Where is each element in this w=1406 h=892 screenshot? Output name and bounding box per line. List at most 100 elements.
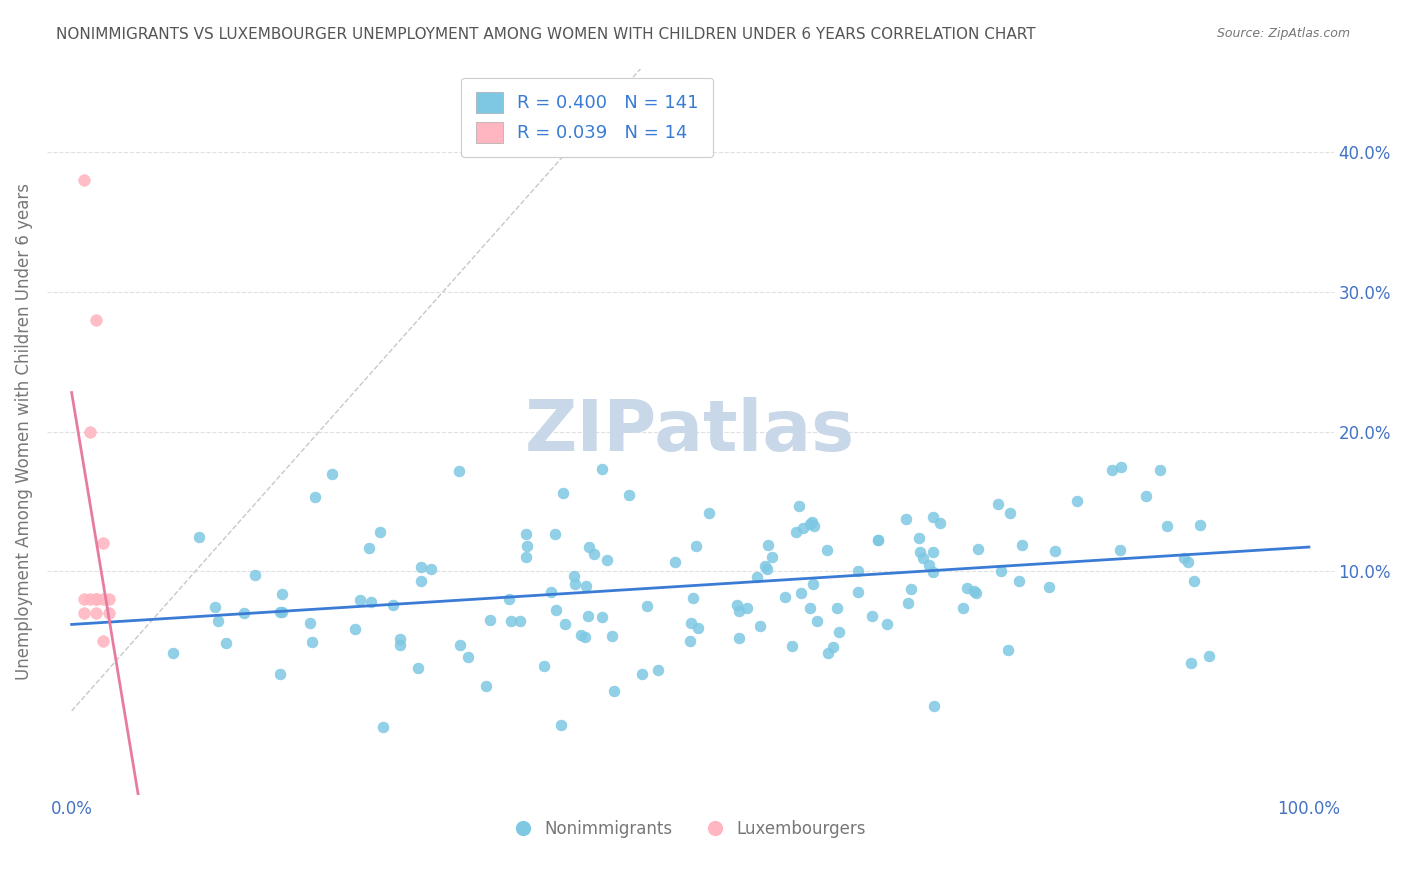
Point bbox=[911, 551, 934, 566]
Point bbox=[754, 559, 776, 574]
Point bbox=[498, 592, 520, 607]
Point bbox=[1008, 574, 1031, 588]
Point bbox=[591, 610, 613, 624]
Point bbox=[749, 619, 772, 633]
Point bbox=[299, 615, 322, 630]
Point bbox=[321, 467, 343, 482]
Point bbox=[965, 586, 987, 600]
Point bbox=[457, 649, 479, 664]
Point bbox=[602, 684, 624, 698]
Point bbox=[908, 531, 931, 545]
Point bbox=[876, 617, 898, 632]
Point bbox=[728, 631, 751, 645]
Text: ZIPatlas: ZIPatlas bbox=[526, 397, 855, 467]
Point bbox=[86, 606, 108, 620]
Point bbox=[540, 585, 562, 599]
Point bbox=[349, 593, 371, 607]
Point bbox=[828, 625, 851, 640]
Point bbox=[682, 591, 704, 606]
Point bbox=[207, 615, 229, 629]
Point bbox=[1173, 550, 1195, 565]
Point bbox=[894, 512, 917, 526]
Point bbox=[921, 565, 943, 579]
Point bbox=[1135, 489, 1157, 503]
Point bbox=[368, 524, 391, 539]
Point bbox=[1149, 462, 1171, 476]
Point bbox=[371, 719, 394, 733]
Point bbox=[411, 574, 433, 589]
Point bbox=[576, 609, 599, 624]
Point bbox=[725, 598, 748, 612]
Point bbox=[1066, 493, 1088, 508]
Point bbox=[697, 507, 720, 521]
Point bbox=[846, 585, 869, 599]
Point bbox=[817, 646, 839, 660]
Point bbox=[1189, 518, 1212, 533]
Point bbox=[756, 538, 779, 552]
Point bbox=[269, 605, 291, 619]
Point bbox=[780, 640, 803, 654]
Point bbox=[801, 576, 824, 591]
Point bbox=[962, 583, 984, 598]
Point bbox=[998, 506, 1021, 520]
Point bbox=[411, 559, 433, 574]
Point bbox=[966, 542, 988, 557]
Point bbox=[803, 519, 825, 533]
Point bbox=[1198, 648, 1220, 663]
Point bbox=[806, 615, 828, 629]
Point bbox=[591, 462, 613, 476]
Point bbox=[868, 533, 890, 548]
Point bbox=[900, 582, 922, 596]
Point bbox=[1109, 543, 1132, 558]
Point bbox=[800, 516, 823, 530]
Point bbox=[97, 592, 120, 607]
Point bbox=[91, 634, 114, 648]
Point bbox=[271, 605, 294, 619]
Point bbox=[1038, 580, 1060, 594]
Point bbox=[215, 636, 238, 650]
Point bbox=[449, 639, 471, 653]
Y-axis label: Unemployment Among Women with Children Under 6 years: Unemployment Among Women with Children U… bbox=[15, 183, 32, 680]
Point bbox=[952, 601, 974, 615]
Point bbox=[990, 564, 1012, 578]
Legend: Nonimmigrants, Luxembourgers: Nonimmigrants, Luxembourgers bbox=[508, 814, 872, 845]
Point bbox=[578, 540, 600, 554]
Point bbox=[515, 526, 537, 541]
Point bbox=[955, 581, 977, 595]
Point bbox=[79, 425, 101, 439]
Point bbox=[550, 718, 572, 732]
Point bbox=[787, 500, 810, 514]
Point bbox=[866, 533, 889, 548]
Point bbox=[922, 699, 945, 714]
Point bbox=[1182, 574, 1205, 588]
Point bbox=[419, 562, 441, 576]
Point bbox=[636, 599, 658, 614]
Point bbox=[73, 173, 96, 187]
Point bbox=[679, 633, 702, 648]
Point bbox=[631, 667, 654, 681]
Point bbox=[679, 616, 702, 631]
Point bbox=[86, 592, 108, 607]
Point bbox=[921, 509, 943, 524]
Point bbox=[825, 600, 848, 615]
Point bbox=[823, 640, 845, 655]
Point bbox=[406, 661, 429, 675]
Point bbox=[756, 562, 779, 576]
Point bbox=[478, 613, 501, 627]
Point bbox=[596, 553, 619, 567]
Text: NONIMMIGRANTS VS LUXEMBOURGER UNEMPLOYMENT AMONG WOMEN WITH CHILDREN UNDER 6 YEA: NONIMMIGRANTS VS LUXEMBOURGER UNEMPLOYME… bbox=[56, 27, 1036, 42]
Point bbox=[204, 599, 226, 614]
Point bbox=[360, 595, 382, 609]
Point bbox=[188, 530, 211, 544]
Point bbox=[86, 313, 108, 327]
Point bbox=[551, 485, 574, 500]
Point bbox=[747, 569, 769, 583]
Point bbox=[73, 592, 96, 607]
Point bbox=[815, 542, 838, 557]
Point bbox=[79, 592, 101, 607]
Point bbox=[304, 490, 326, 504]
Point bbox=[761, 549, 783, 564]
Point bbox=[1011, 538, 1033, 552]
Point bbox=[1177, 555, 1199, 569]
Point bbox=[664, 555, 686, 569]
